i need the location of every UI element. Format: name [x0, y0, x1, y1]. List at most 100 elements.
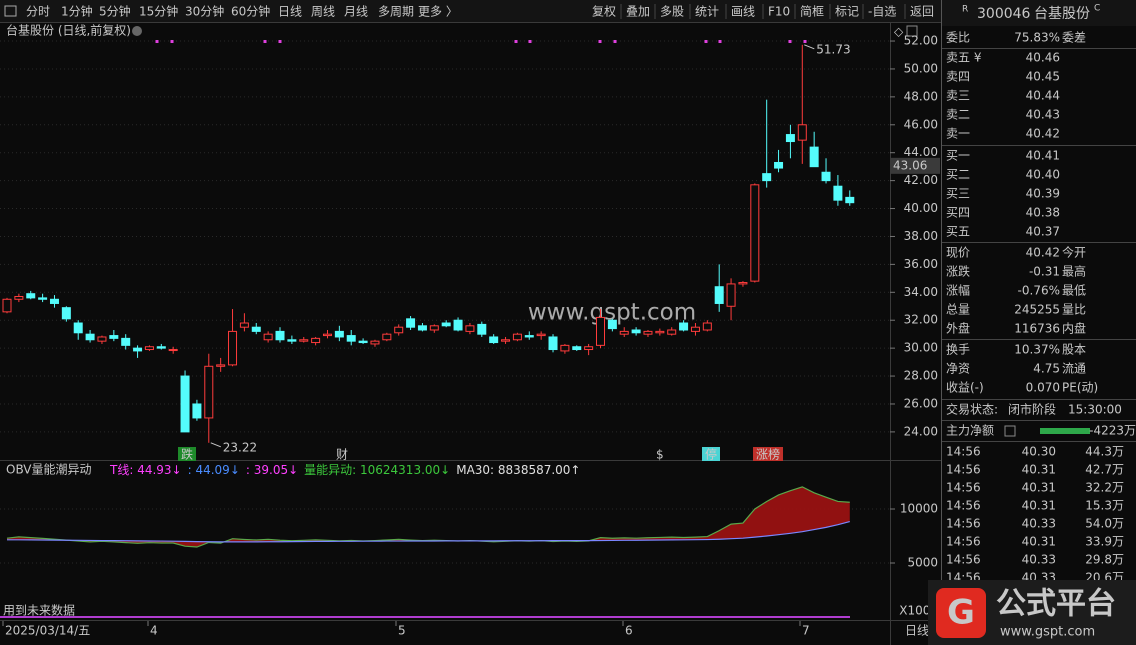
y-tick-label: 30.00 [904, 341, 938, 355]
toolbar-button[interactable]: F10 [768, 5, 790, 19]
quote-value: 116736 [1014, 322, 1060, 336]
quote-label: 买二 [946, 168, 970, 182]
toolbar-tab[interactable]: 周线 [311, 5, 335, 19]
toolbar-tab[interactable]: 15分钟 [139, 4, 178, 19]
quote-label: 净资 [946, 362, 970, 376]
toolbar-button[interactable]: 标记 [835, 5, 859, 19]
flow-icon[interactable] [1004, 425, 1016, 437]
candle-body [133, 347, 143, 352]
status-value: 闭市阶段 [1008, 402, 1056, 417]
trade-volume: 15.3万 [1085, 499, 1124, 513]
signal-dot [803, 40, 807, 43]
event-label[interactable]: 财 [336, 448, 348, 462]
candle-body [619, 330, 629, 335]
candle-body [228, 330, 238, 366]
trade-time: 14:56 [946, 535, 981, 549]
candle-body [275, 330, 285, 341]
trade-time: 14:56 [946, 445, 981, 459]
event-label[interactable]: 停 [705, 447, 717, 462]
y-tick-label: 34.00 [904, 285, 938, 299]
trade-price: 40.31 [1022, 481, 1056, 495]
candle-body [85, 333, 95, 341]
quote-value: 40.44 [1026, 89, 1060, 103]
toolbar-tab[interactable]: 多周期 [378, 5, 414, 19]
candle-body [216, 364, 226, 367]
toolbar-button[interactable]: 叠加 [626, 5, 650, 19]
candle-body [489, 336, 499, 344]
toolbar-button[interactable]: 画线 [731, 5, 755, 19]
indicator-value: T线: 44.93↓ [109, 463, 182, 477]
candle-body [370, 340, 380, 345]
flow-value: -4223万 [1089, 424, 1136, 438]
indicator-value: : 44.09↓ [188, 463, 240, 477]
event-label[interactable]: $ [656, 448, 664, 462]
date-label: 7 [802, 624, 810, 638]
y-tick-label: 46.00 [904, 117, 938, 131]
candle-body [38, 297, 48, 300]
trade-price: 40.30 [1022, 445, 1056, 459]
toolbar-tab[interactable]: 60分钟 [231, 4, 270, 19]
high-pointer [804, 44, 815, 50]
status-time: 15:30:00 [1068, 403, 1122, 417]
high-label: 51.73 [816, 42, 850, 56]
toolbar-tab[interactable]: 1分钟 [61, 4, 93, 19]
quote-label: 现价 [946, 246, 970, 260]
candle-body [49, 298, 59, 304]
toolbar-tab[interactable]: 5分钟 [99, 4, 131, 19]
close-icon[interactable] [906, 25, 918, 37]
toolbar-tab[interactable]: 日线 [278, 5, 302, 19]
toolbar-tab[interactable]: 更多 〉 [418, 5, 458, 19]
candle-body [809, 146, 819, 168]
candle-body [144, 346, 154, 351]
period-label: 日线 [905, 624, 929, 638]
toolbar-button[interactable]: 简框 [800, 5, 824, 19]
title-dropdown[interactable] [132, 26, 142, 36]
toolbar-button[interactable]: 复权 [592, 5, 616, 19]
y-tick-label: 40.00 [904, 201, 938, 215]
event-label[interactable]: 涨榜 [756, 447, 780, 462]
candle-body [299, 339, 309, 342]
toolbar-tab[interactable]: 30分钟 [185, 4, 224, 19]
toolbar-button[interactable]: 统计 [695, 5, 719, 19]
quote-label: 最低 [1062, 284, 1086, 298]
y-tick-label: 26.00 [904, 396, 938, 410]
candle-body [572, 346, 582, 351]
toolbar-tab[interactable]: 分时 [26, 5, 50, 19]
candle-body [596, 316, 605, 346]
quote-value: 10.37% [1014, 343, 1060, 357]
candle-body [453, 319, 463, 331]
toolbar-button[interactable]: -自选 [868, 5, 896, 19]
candle-body [358, 340, 368, 344]
indicator-value: MA30: 8838587.00↑ [456, 463, 580, 477]
quote-value: 40.45 [1026, 70, 1060, 84]
candle-body [631, 329, 641, 334]
icon[interactable]: ◇ [894, 25, 904, 39]
indicator-note: 用到未来数据 [3, 603, 75, 618]
candle-body [584, 346, 594, 351]
candle-body [536, 333, 546, 337]
candle-body [524, 335, 534, 338]
candle-body [406, 318, 416, 328]
stock-name: 台基股份 [1034, 5, 1090, 22]
toolbar-button[interactable]: 多股 [660, 5, 684, 19]
quote-label: 总量 [946, 303, 970, 317]
quote-label: 股本 [1062, 343, 1086, 357]
signal-dot [155, 40, 159, 43]
quote-label: 买四 [946, 206, 970, 220]
quote-label: 卖一 [946, 127, 970, 141]
trade-time: 14:56 [946, 463, 981, 477]
toolbar-tab[interactable]: 月线 [344, 5, 368, 19]
menu-icon[interactable] [4, 5, 17, 17]
low-label: 23.22 [223, 440, 257, 454]
indicator-value: : 39.05↓ [246, 463, 298, 477]
trade-time: 14:56 [946, 499, 981, 513]
logo-glyph: G [947, 593, 975, 633]
toolbar-button[interactable]: 返回 [910, 5, 934, 19]
date-label: 6 [625, 624, 633, 638]
candle-body [714, 286, 724, 304]
event-label[interactable]: 跌 [181, 447, 193, 462]
candle-body [690, 326, 700, 332]
